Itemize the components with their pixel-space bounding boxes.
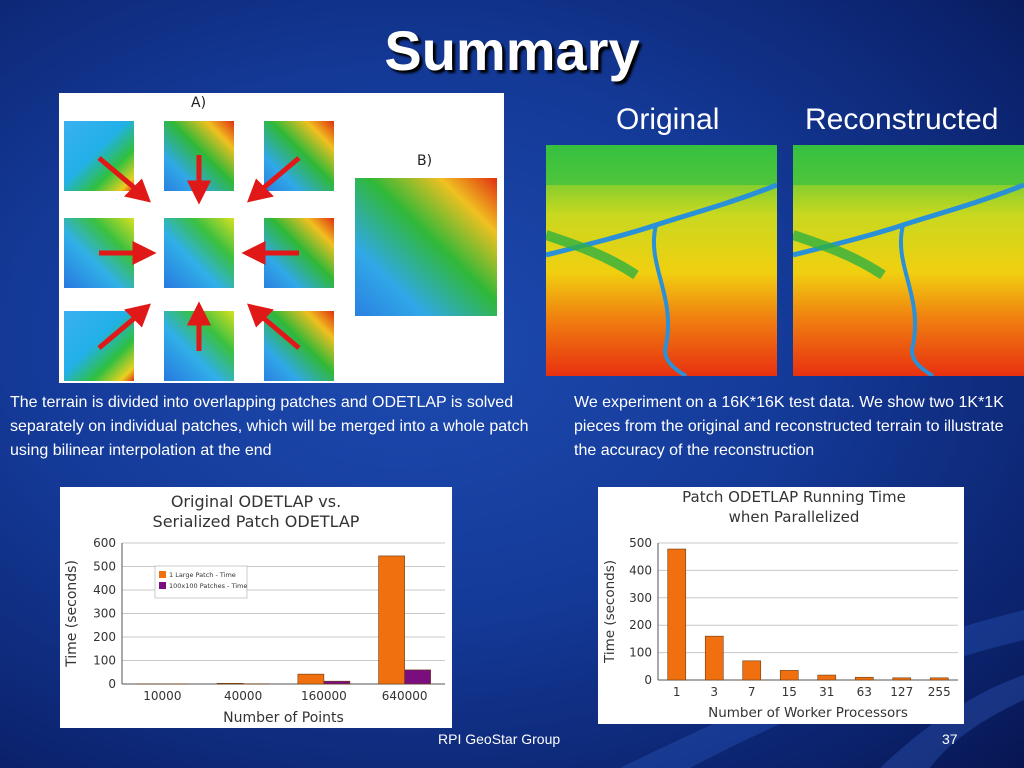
y-tick-label: 0 <box>108 677 116 691</box>
terrain-reconstructed-image <box>793 145 1024 376</box>
x-axis-label: Number of Worker Processors <box>708 705 908 721</box>
chart-title-line: Patch ODETLAP Running Time <box>682 488 906 506</box>
patch-figure: A) B) <box>59 93 504 383</box>
merge-arrows <box>97 155 301 351</box>
y-tick-label: 300 <box>93 607 116 621</box>
legend-box <box>154 565 248 599</box>
bar <box>667 548 687 681</box>
x-tick-label: 10000 <box>143 689 181 703</box>
legend-label: 1 Large Patch - Time <box>169 571 236 579</box>
y-tick-label: 0 <box>644 673 652 687</box>
bar <box>929 677 949 681</box>
chart-title-line: when Parallelized <box>729 508 860 526</box>
y-tick-label: 100 <box>629 646 652 660</box>
chart1-svg: Original ODETLAP vs.Serialized Patch ODE… <box>64 492 445 726</box>
y-axis-label: Time (seconds) <box>602 560 618 664</box>
merged-patch <box>355 178 497 316</box>
chart-parallel-running-time: Patch ODETLAP Running Time when Paralleli… <box>598 487 964 724</box>
page-number: 37 <box>942 731 958 747</box>
legend-swatch <box>159 582 166 589</box>
label-b: B) <box>417 153 432 169</box>
bar <box>216 682 244 685</box>
legend-label: 100x100 Patches - Time <box>169 582 247 590</box>
y-tick-label: 200 <box>93 630 116 644</box>
chart-title-line: Original ODETLAP vs. <box>171 492 341 511</box>
chart2-svg: Patch ODETLAP Running Time when Paralleli… <box>602 488 958 721</box>
x-tick-label: 255 <box>928 685 951 699</box>
y-tick-label: 400 <box>93 583 116 597</box>
legend-swatch <box>159 571 166 578</box>
y-axis-label: Time (seconds) <box>64 560 80 668</box>
x-tick-label: 7 <box>748 685 756 699</box>
bar <box>297 673 325 685</box>
bar <box>742 660 762 681</box>
bar <box>404 669 431 685</box>
bar <box>779 670 799 681</box>
bar <box>378 555 405 685</box>
label-a: A) <box>191 95 206 111</box>
y-tick-label: 100 <box>93 654 116 668</box>
y-tick-label: 400 <box>629 563 652 577</box>
x-tick-label: 63 <box>857 685 872 699</box>
x-tick-label: 40000 <box>224 689 262 703</box>
chart-serialized-vs-original: Original ODETLAP vs. Serialized Patch ODE… <box>60 487 452 728</box>
label-reconstructed: Reconstructed <box>805 103 999 136</box>
slide-title: Summary <box>384 19 640 82</box>
bar <box>323 680 351 685</box>
x-tick-label: 127 <box>890 685 913 699</box>
x-tick-label: 31 <box>819 685 834 699</box>
footer-group: RPI GeoStar Group <box>438 731 561 747</box>
y-tick-label: 500 <box>93 560 116 574</box>
patch-diagram: A) B) <box>64 95 497 381</box>
y-tick-label: 300 <box>629 591 652 605</box>
x-tick-label: 160000 <box>301 689 347 703</box>
y-tick-label: 200 <box>629 618 652 632</box>
caption-right: We experiment on a 16K*16K test data. We… <box>574 394 1004 459</box>
x-tick-label: 15 <box>782 685 797 699</box>
y-tick-label: 500 <box>629 536 652 550</box>
bar <box>854 676 874 681</box>
chart-title-line: Serialized Patch ODETLAP <box>153 512 360 531</box>
bar <box>892 677 912 681</box>
caption-left: The terrain is divided into overlapping … <box>10 394 529 459</box>
label-original: Original <box>616 103 720 136</box>
y-tick-label: 600 <box>93 536 116 550</box>
terrain-original-image <box>546 145 777 376</box>
x-axis-label: Number of Points <box>223 710 344 726</box>
bar <box>704 635 724 681</box>
patch-tile <box>164 218 234 288</box>
x-tick-label: 1 <box>673 685 681 699</box>
x-tick-label: 3 <box>710 685 718 699</box>
bar <box>817 674 837 681</box>
x-tick-label: 640000 <box>382 689 428 703</box>
